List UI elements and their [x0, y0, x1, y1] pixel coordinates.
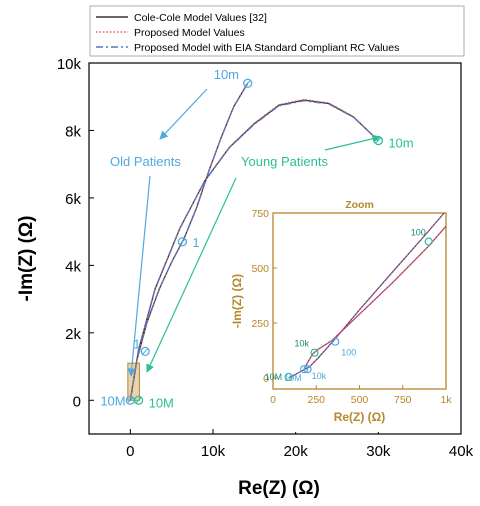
- x-tick-label: 30k: [366, 443, 391, 460]
- x-tick-label: 10k: [201, 443, 226, 460]
- y-tick-label: 8k: [65, 123, 81, 140]
- annotation-old-patients: Old Patients: [110, 154, 181, 169]
- x-tick-label: 20k: [284, 443, 309, 460]
- arrow-old-up: [159, 88, 208, 140]
- y-tick-label: 0: [73, 393, 81, 410]
- inset-x-tick-label: 250: [307, 394, 325, 406]
- inset-marker-young: [424, 237, 433, 246]
- inset-y-tick-label: 750: [251, 208, 269, 220]
- x-tick-label: 0: [126, 443, 134, 460]
- inset-marker-old: [300, 365, 309, 374]
- inset-x-tick-label: 0: [270, 394, 276, 406]
- legend-box: [89, 5, 465, 57]
- marker-label: 1: [192, 235, 199, 250]
- marker-old: [243, 78, 253, 88]
- plot-frame: [88, 62, 462, 435]
- inset-marker-label: 10M: [284, 373, 302, 383]
- y-tick-label: 10k: [57, 56, 82, 73]
- inset-marker-young: [310, 348, 319, 357]
- inset-marker-label: 100: [341, 348, 356, 358]
- inset-y-tick-label: 500: [251, 263, 269, 275]
- marker-cross: [179, 238, 186, 246]
- marker-label: 10M: [149, 395, 174, 410]
- series-old-dashdot: [129, 82, 249, 401]
- inset-marker-young: [284, 372, 293, 381]
- marker-label: 1: [133, 336, 140, 351]
- inset-marker-label: 100: [411, 228, 426, 238]
- legend-label: Proposed Model Values: [134, 27, 245, 39]
- arrow-young-down: [146, 177, 237, 373]
- inset-title: Zoom: [345, 199, 374, 211]
- inset-x-tick-label: 1k: [440, 394, 452, 406]
- legend-label: Cole-Cole Model Values [32]: [134, 12, 267, 24]
- inset-y-tick-label: 250: [251, 318, 269, 330]
- series-young-dashdot: [129, 100, 379, 401]
- inset-marker-old: [331, 337, 340, 346]
- arrow-old-down: [127, 175, 151, 377]
- arrow-young-right: [324, 134, 381, 151]
- marker-label: 10m: [214, 67, 239, 82]
- y-tick-label: 4k: [65, 258, 81, 275]
- y-tick-label: 2k: [65, 326, 81, 343]
- marker-cross: [141, 348, 149, 355]
- inset-marker-label: 10M: [265, 372, 283, 382]
- marker-young: [133, 395, 144, 405]
- x-tick-label: 40k: [449, 443, 474, 460]
- x-axis-title: Re(Z) (Ω): [238, 478, 320, 499]
- marker-label: 10M: [100, 393, 125, 408]
- marker-label: 10m: [388, 136, 413, 151]
- legend: Cole-Cole Model Values [32] Proposed Mode…: [89, 5, 465, 57]
- inset-series-young-dotted: [303, 225, 446, 370]
- inset-y-tick-label: 0: [263, 373, 269, 385]
- inset-x-axis-title: Re(Z) (Ω): [334, 410, 386, 424]
- inset-marker-old: [303, 365, 312, 374]
- marker-cross: [126, 396, 134, 404]
- marker-old: [177, 237, 188, 247]
- marker-old: [140, 346, 150, 357]
- inset-marker-label: 10k: [312, 371, 327, 381]
- series-young-dotted: [129, 98, 379, 401]
- annotation-young-patients: Young Patients: [241, 154, 328, 169]
- marker-cross: [244, 79, 252, 87]
- zoom-region: [127, 362, 140, 401]
- legend-label: Proposed Model with EIA Standard Complia…: [134, 42, 399, 54]
- inset-series-old-dotted: [288, 213, 445, 379]
- inset-x-tick-label: 750: [394, 394, 412, 406]
- inset-frame: [272, 212, 447, 390]
- inset-x-tick-label: 500: [351, 394, 369, 406]
- y-axis-title: -Im(Z) (Ω): [16, 216, 37, 302]
- marker-cross: [135, 396, 142, 404]
- y-tick-label: 6k: [65, 191, 81, 208]
- inset-marker-label: 10k: [295, 339, 310, 349]
- inset-y-axis-title: -Im(Z) (Ω): [230, 274, 244, 328]
